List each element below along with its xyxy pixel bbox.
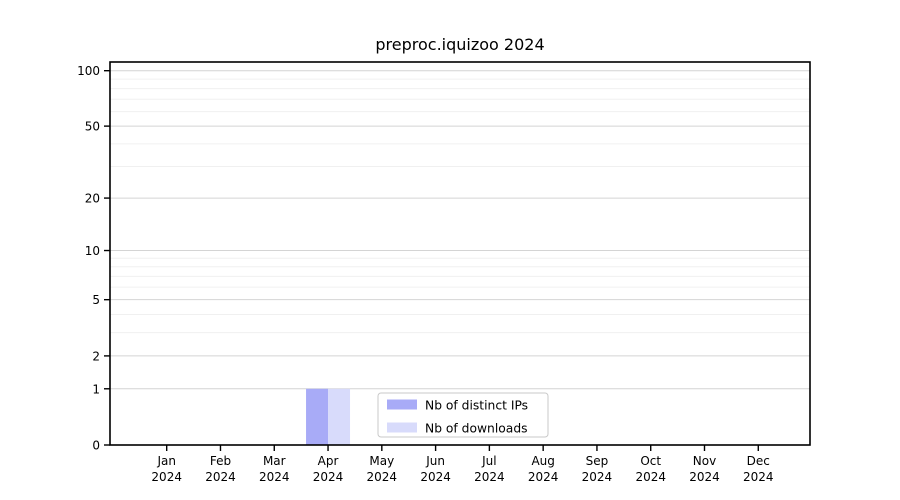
x-tick-year: 2024 — [151, 470, 182, 484]
y-tick-label: 20 — [85, 192, 100, 206]
y-tick-label: 50 — [85, 120, 100, 134]
x-tick-year: 2024 — [259, 470, 290, 484]
legend-box — [377, 392, 549, 438]
bar-nb-of-downloads-apr — [328, 388, 351, 445]
x-tick-year: 2024 — [582, 470, 613, 484]
y-tick-label: 2 — [92, 349, 100, 363]
legend-label-distinct-ips: Nb of distinct IPs — [425, 399, 528, 413]
x-tick-year: 2024 — [474, 470, 505, 484]
x-tick-month: May — [369, 454, 394, 468]
x-tick-month: Jul — [481, 454, 496, 468]
x-tick-month: Oct — [640, 454, 661, 468]
y-tick-label: 1 — [92, 382, 100, 396]
x-tick-year: 2024 — [635, 470, 666, 484]
legend-label-downloads: Nb of downloads — [425, 422, 528, 436]
x-tick-month: Sep — [586, 454, 609, 468]
x-tick-year: 2024 — [313, 470, 344, 484]
x-tick-month: Nov — [693, 454, 716, 468]
x-tick-month: Aug — [531, 454, 554, 468]
x-tick-year: 2024 — [743, 470, 774, 484]
legend-swatch-downloads — [387, 422, 417, 433]
x-tick-year: 2024 — [205, 470, 236, 484]
y-tick-label: 5 — [92, 293, 100, 307]
x-tick-year: 2024 — [420, 470, 451, 484]
x-tick-year: 2024 — [367, 470, 398, 484]
x-tick-year: 2024 — [689, 470, 720, 484]
bar-nb-of-distinct-ips-apr — [306, 388, 329, 445]
y-tick-label: 0 — [92, 439, 100, 453]
x-tick-month: Jun — [425, 454, 445, 468]
x-tick-year: 2024 — [528, 470, 559, 484]
chart-title: preproc.iquizoo 2024 — [375, 35, 545, 54]
y-tick-label: 10 — [85, 244, 100, 258]
x-tick-month: Jan — [156, 454, 176, 468]
x-tick-month: Feb — [210, 454, 231, 468]
x-tick-month: Mar — [263, 454, 286, 468]
x-tick-month: Dec — [747, 454, 770, 468]
plot-frame — [109, 61, 811, 446]
y-tick-label: 100 — [77, 64, 100, 78]
x-tick-month: Apr — [318, 454, 339, 468]
legend-swatch-distinct-ips — [387, 399, 417, 410]
